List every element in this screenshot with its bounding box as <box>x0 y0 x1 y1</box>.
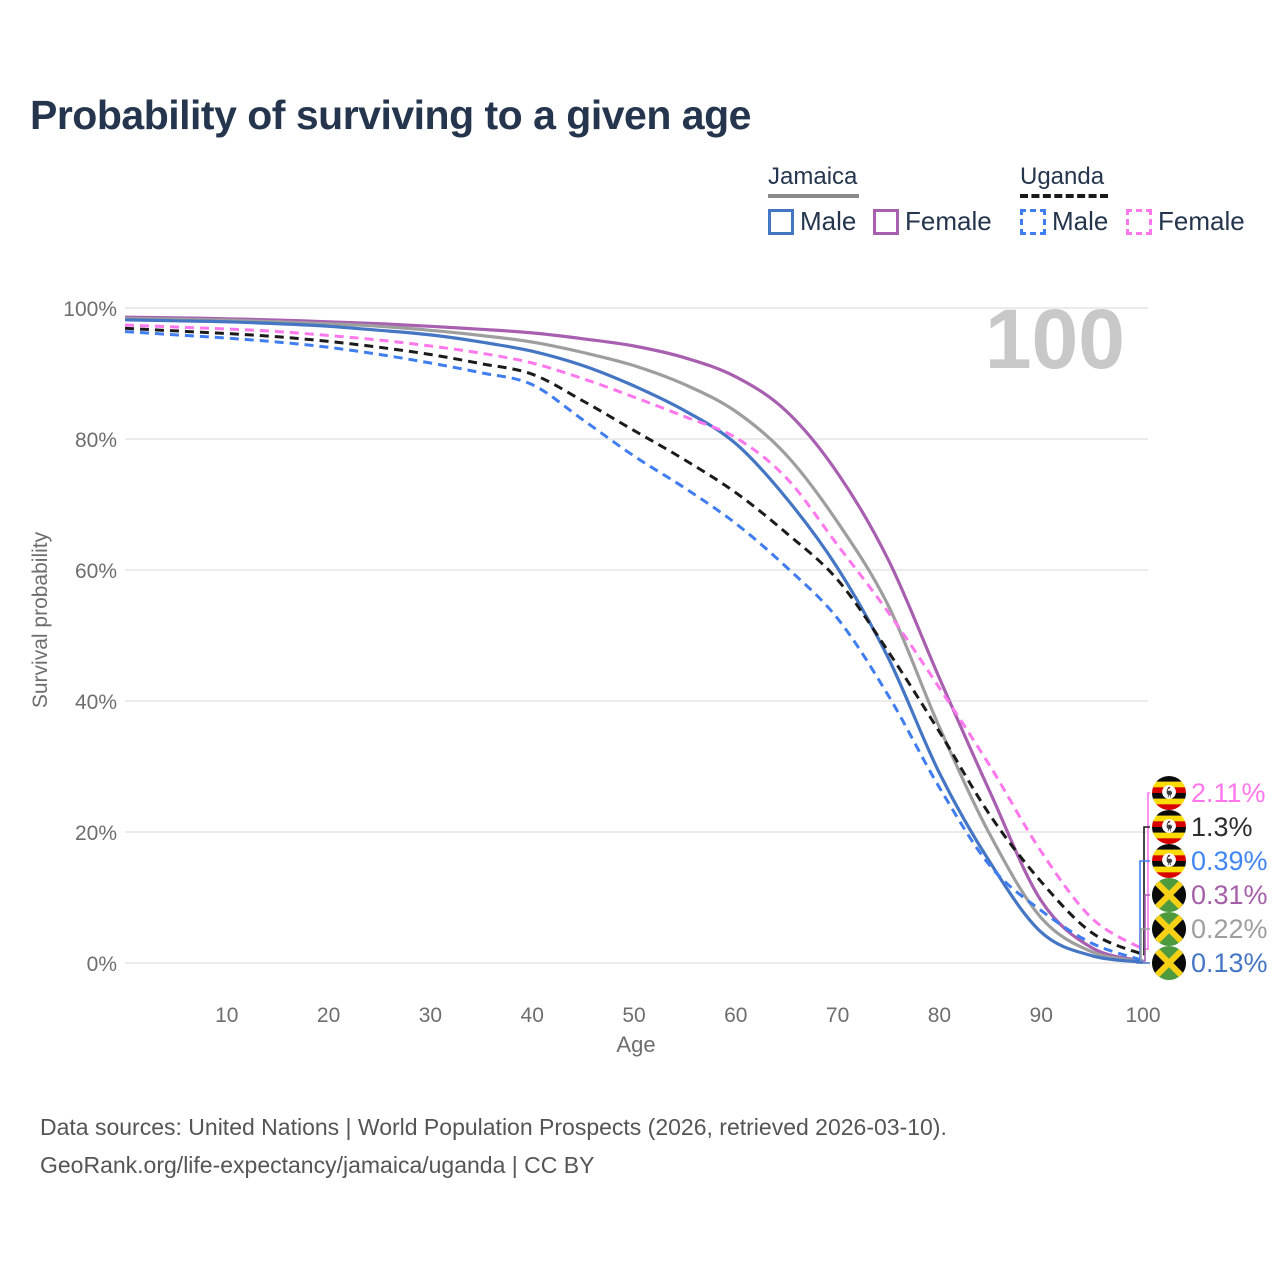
connector-jamaica-male <box>1136 961 1150 964</box>
uganda-flag-icon <box>1152 844 1186 878</box>
end-label-uganda-female: 2.11% <box>1191 778 1266 808</box>
connector-jamaica-female <box>1143 894 1150 962</box>
x-tick-label: 30 <box>419 1004 442 1027</box>
age-watermark: 100 <box>985 292 1125 386</box>
legend-item-uganda-male: Male <box>1020 206 1108 237</box>
x-tick-label: 50 <box>622 1004 645 1027</box>
x-tick-label: 10 <box>215 1004 238 1027</box>
legend-item-uganda-female: Female <box>1126 206 1245 237</box>
y-axis-title: Survival probability <box>29 531 52 708</box>
jamaica-flag-icon <box>1152 878 1186 912</box>
series-line-uganda-female <box>124 323 1144 951</box>
jamaica-female-label: Female <box>905 206 992 236</box>
end-label-jamaica-both: 0.22% <box>1191 914 1268 944</box>
y-axis-tick-labels: 0% 20% 40% 60% 80% 100% <box>63 298 117 976</box>
x-tick-label: 90 <box>1030 1004 1053 1027</box>
series-line-jamaica-both <box>124 316 1144 964</box>
jamaica-line-style-sample <box>768 194 859 198</box>
y-tick-label: 0% <box>87 953 117 976</box>
attribution-text: GeoRank.org/life-expectancy/jamaica/ugan… <box>40 1152 595 1178</box>
y-tick-label: 100% <box>63 298 117 321</box>
uganda-male-swatch <box>1020 208 1046 235</box>
end-label-connectors <box>1136 792 1150 964</box>
end-label-uganda-both: 1.3% <box>1191 812 1253 842</box>
x-tick-label: 20 <box>317 1004 340 1027</box>
uganda-female-label: Female <box>1158 206 1245 236</box>
uganda-flag-icon <box>1152 810 1186 844</box>
uganda-female-swatch <box>1126 208 1152 235</box>
jamaica-female-swatch <box>873 208 899 235</box>
x-tick-label: 60 <box>724 1004 747 1027</box>
x-tick-label: 80 <box>928 1004 951 1027</box>
x-axis-title: Age <box>616 1032 655 1057</box>
jamaica-male-swatch <box>768 208 794 235</box>
series-line-uganda-both <box>124 326 1144 956</box>
y-tick-label: 20% <box>75 822 117 845</box>
series-line-jamaica-male <box>124 318 1144 964</box>
legend-item-jamaica-female: Female <box>873 206 992 237</box>
x-tick-label: 40 <box>521 1004 544 1027</box>
end-label-uganda-male: 0.39% <box>1191 846 1268 876</box>
uganda-flag-icon <box>1152 776 1186 810</box>
x-tick-label: 100 <box>1125 1004 1160 1027</box>
jamaica-male-label: Male <box>800 206 857 236</box>
survival-curves <box>124 315 1144 964</box>
legend-group-jamaica: Jamaica <box>768 163 859 198</box>
series-line-uganda-male <box>124 330 1144 962</box>
y-tick-label: 80% <box>75 429 117 452</box>
legend-country-uganda: Uganda <box>1020 163 1105 190</box>
uganda-male-label: Male <box>1052 206 1109 236</box>
end-label-jamaica-female: 0.31% <box>1191 880 1268 910</box>
x-tick-label: 70 <box>826 1004 849 1027</box>
end-label-jamaica-male: 0.13% <box>1191 948 1268 978</box>
footer: Data sources: United Nations | World Pop… <box>40 1108 947 1184</box>
y-tick-label: 60% <box>75 560 117 583</box>
data-source-text: Data sources: United Nations | World Pop… <box>40 1114 947 1140</box>
chart-title: Probability of surviving to a given age <box>30 92 751 138</box>
uganda-line-style-sample <box>1020 194 1108 202</box>
end-labels: 2.11% 1.3% 0.39% 0.31% 0.22% 0.13% <box>1152 776 1268 980</box>
legend-item-jamaica-male: Male <box>768 206 856 237</box>
x-axis-tick-labels: 10 20 30 40 50 60 70 80 90 100 <box>215 1004 1160 1027</box>
connector-uganda-both <box>1143 826 1150 956</box>
gridlines <box>125 307 1148 964</box>
jamaica-flag-icon <box>1152 946 1186 980</box>
jamaica-flag-icon <box>1152 912 1186 946</box>
legend-country-jamaica: Jamaica <box>768 163 858 190</box>
series-line-jamaica-female <box>124 315 1144 963</box>
y-tick-label: 40% <box>75 691 117 714</box>
legend-group-uganda: Uganda <box>1020 163 1108 202</box>
